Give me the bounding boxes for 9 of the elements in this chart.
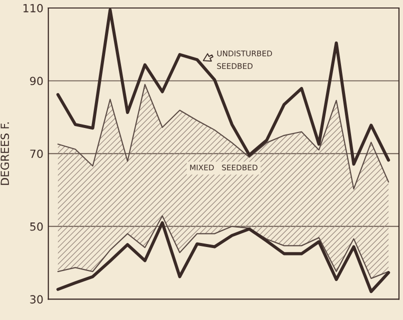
line-series <box>57 215 390 280</box>
y-tick-label: 50 <box>30 222 43 231</box>
line-series <box>57 84 390 190</box>
y-tick-label: 70 <box>30 150 43 158</box>
y-tick-label: 110 <box>24 4 43 12</box>
line-series <box>56 221 390 294</box>
y-tick-label: 30 <box>30 295 43 304</box>
y-axis-title: DEGREES F. <box>0 122 10 185</box>
y-tick-label: 90 <box>30 76 43 86</box>
